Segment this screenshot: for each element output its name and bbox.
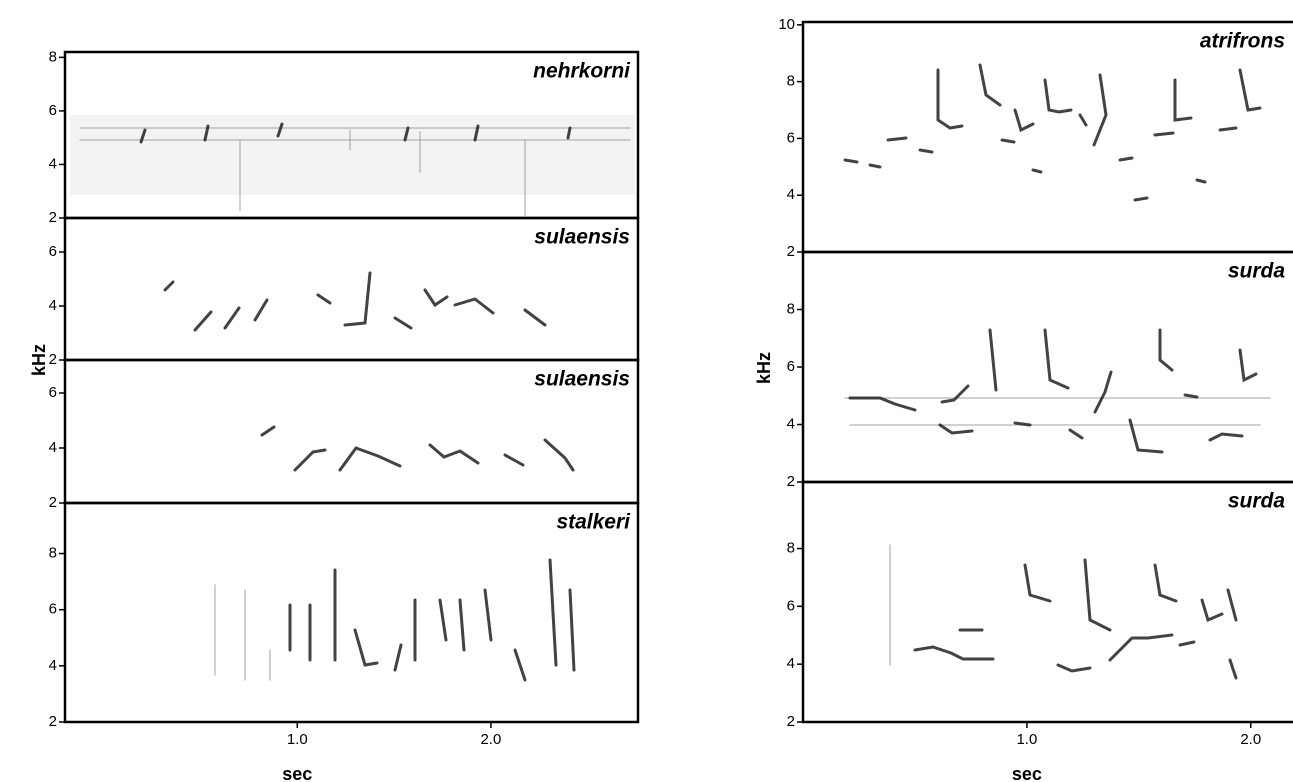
panel-title: sulaensis [534, 226, 630, 249]
x-tick-label: 2.0 [480, 731, 501, 748]
y-tick-label: 2 [787, 713, 795, 730]
y-tick-label: 2 [787, 473, 795, 490]
y-tick-label: 8 [787, 300, 795, 317]
trace [139, 122, 572, 144]
panel-frame [801, 20, 1293, 254]
trace [848, 328, 1258, 454]
y-tick-label: 8 [787, 73, 795, 90]
y-tick-label: 6 [49, 102, 57, 119]
panel-title: nehrkorni [533, 60, 631, 83]
y-tick-label: 8 [787, 539, 795, 556]
y-tick-label: 2 [49, 494, 57, 511]
y-tick-label: 4 [49, 155, 57, 172]
noise [70, 115, 635, 195]
y-tick-label: 6 [787, 597, 795, 614]
y-tick-label: 6 [49, 384, 57, 401]
y-tick-label: 4 [787, 655, 795, 672]
x-axis-label: sec [1012, 764, 1042, 782]
y-tick-label: 2 [787, 243, 795, 260]
x-tick-label: 2.0 [1240, 731, 1261, 748]
panel-title: surda [1228, 260, 1286, 283]
y-tick-label: 4 [787, 415, 795, 432]
panel-frame [801, 480, 1293, 724]
x-axis-label: sec [282, 764, 312, 782]
y-tick-label: 10 [778, 16, 795, 33]
y-tick-label: 6 [49, 243, 57, 260]
trace [214, 584, 271, 681]
panel-title: sulaensis [534, 368, 630, 391]
y-tick-label: 6 [49, 601, 57, 618]
y-axis-label: kHz [29, 344, 49, 376]
y-tick-label: 2 [49, 351, 57, 368]
y-tick-label: 4 [787, 186, 795, 203]
y-tick-label: 2 [49, 209, 57, 226]
trace [913, 558, 1238, 680]
panel-title: surda [1228, 490, 1286, 513]
x-tick-label: 1.0 [1016, 731, 1037, 748]
trace [260, 425, 575, 472]
y-tick-label: 8 [49, 545, 57, 562]
trace [79, 127, 631, 141]
spectrogram-traces [70, 63, 1271, 682]
y-tick-label: 8 [49, 48, 57, 65]
y-tick-label: 2 [49, 713, 57, 730]
y-tick-label: 6 [787, 129, 795, 146]
panel-title: atrifrons [1200, 30, 1285, 53]
trace [844, 397, 1271, 426]
y-axis-label: kHz [754, 352, 774, 384]
trace [239, 129, 526, 216]
y-tick-label: 4 [49, 439, 57, 456]
trace [288, 558, 576, 682]
trace [843, 63, 1262, 202]
y-tick-label: 4 [49, 657, 57, 674]
panel-frame [63, 501, 640, 724]
y-tick-label: 4 [49, 297, 57, 314]
trace [163, 271, 547, 332]
x-tick-label: 1.0 [287, 731, 308, 748]
y-tick-label: 6 [787, 358, 795, 375]
panel-title: stalkeri [556, 511, 631, 534]
